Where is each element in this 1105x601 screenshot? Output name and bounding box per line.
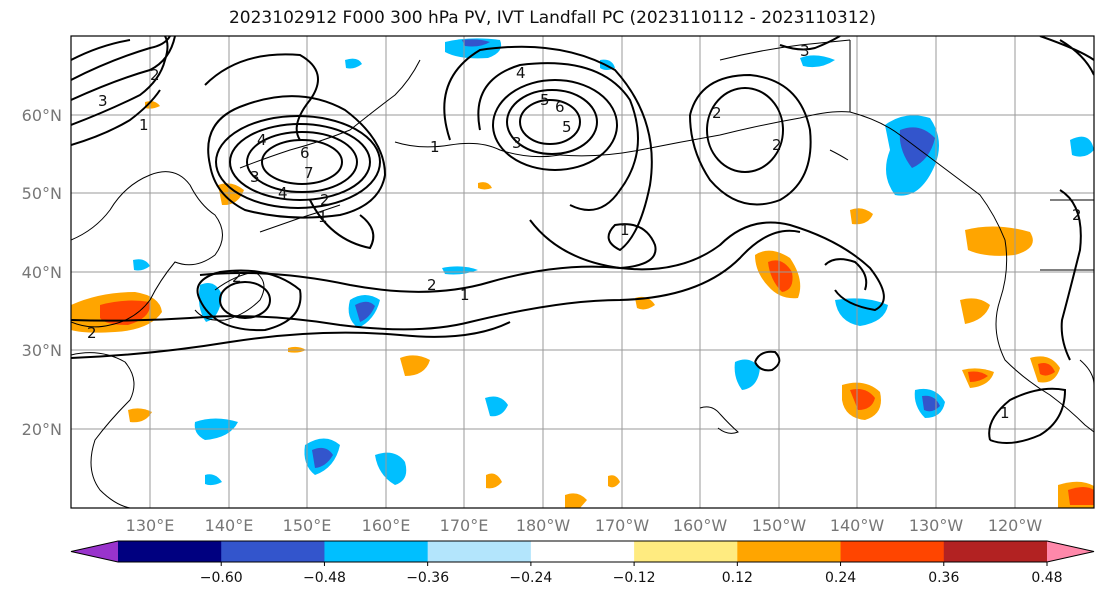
contour-label: 2 bbox=[1072, 206, 1082, 224]
lat-label: 50°N bbox=[22, 184, 62, 203]
neg-patch bbox=[198, 282, 222, 322]
contour-label: 3 bbox=[800, 42, 810, 60]
pos-patch bbox=[128, 408, 152, 423]
lon-label: 160°E bbox=[362, 516, 411, 535]
contour-label: 3 bbox=[98, 92, 108, 110]
pos-patch bbox=[965, 226, 1033, 256]
pos-patch bbox=[635, 296, 655, 310]
colorbar-extend-min bbox=[71, 541, 118, 562]
contour-label: 4 bbox=[516, 64, 526, 82]
lon-label: 140°W bbox=[830, 516, 885, 535]
pos-patch bbox=[565, 493, 587, 508]
contour-label: 3 bbox=[250, 168, 260, 186]
colorbar-segment bbox=[634, 541, 738, 562]
lat-label: 60°N bbox=[22, 106, 62, 125]
colorbar-segment bbox=[427, 541, 532, 562]
colorbar-outline bbox=[70, 540, 1095, 563]
figure-title: 2023102912 F000 300 hPa PV, IVT Landfall… bbox=[228, 8, 876, 28]
colorbar-tick-label: −0.48 bbox=[303, 570, 346, 586]
colorbar-tick-label: 0.48 bbox=[1031, 570, 1062, 586]
lon-label: 170°E bbox=[440, 516, 489, 535]
pos-patch bbox=[478, 182, 492, 190]
colorbar-extend-max bbox=[1047, 541, 1094, 562]
colorbar-tick-label: −0.12 bbox=[613, 570, 656, 586]
colorbar-tick-label: −0.60 bbox=[200, 570, 243, 586]
contour-label: 1 bbox=[460, 286, 470, 304]
contour-label: 6 bbox=[555, 98, 565, 116]
lon-label: 130°W bbox=[909, 516, 964, 535]
contour-label: 2 bbox=[772, 136, 782, 154]
longitude-labels: 130°E 140°E 150°E 160°E 170°E 180°W 170°… bbox=[126, 516, 1043, 535]
lon-label: 180°W bbox=[516, 516, 571, 535]
neg-patch bbox=[375, 452, 407, 485]
pos-patch bbox=[218, 183, 244, 206]
lon-label: 120°W bbox=[988, 516, 1043, 535]
contour-label: 6 bbox=[300, 144, 310, 162]
colorbar-segment bbox=[530, 541, 635, 562]
lat-label: 20°N bbox=[22, 420, 62, 439]
contour-label: 2 bbox=[232, 268, 242, 286]
lon-label: 130°E bbox=[126, 516, 175, 535]
colorbar-segment bbox=[943, 541, 1048, 562]
contour-label: 1 bbox=[139, 116, 149, 134]
pos-patch bbox=[850, 208, 873, 225]
pos-patch bbox=[400, 355, 430, 376]
contour-label: 5 bbox=[540, 91, 550, 109]
contour-label: 1 bbox=[1000, 404, 1010, 422]
contour-label: 1 bbox=[620, 221, 630, 239]
pv-contours bbox=[71, 36, 1094, 445]
contour-label: 2 bbox=[427, 276, 437, 294]
lon-label: 150°W bbox=[752, 516, 807, 535]
lat-label: 30°N bbox=[22, 341, 62, 360]
neg-patch bbox=[734, 359, 760, 390]
colorbar-tick-label: 0.24 bbox=[825, 570, 856, 586]
pos-patch bbox=[960, 298, 990, 324]
neg-patch bbox=[800, 55, 835, 68]
neg-patch bbox=[133, 259, 150, 271]
lon-label: 140°E bbox=[205, 516, 254, 535]
colorbar-segment bbox=[840, 541, 945, 562]
contour-label: 4 bbox=[257, 131, 267, 149]
colorbar-segment bbox=[221, 541, 325, 562]
contour-label: 1 bbox=[318, 208, 328, 226]
neg-patch bbox=[345, 58, 362, 69]
colorbar-tick-label: 0.36 bbox=[928, 570, 959, 586]
colorbar-segment bbox=[118, 541, 222, 562]
contour-label: 2 bbox=[150, 66, 160, 84]
contour-label: 7 bbox=[304, 164, 314, 182]
contour-label: 3 bbox=[512, 134, 522, 152]
pos-patch bbox=[608, 475, 620, 488]
colorbar-segment bbox=[737, 541, 842, 562]
lon-label: 150°E bbox=[283, 516, 332, 535]
colorbar-tick-label: −0.24 bbox=[509, 570, 552, 586]
pos-patch bbox=[486, 473, 502, 489]
contour-label: 5 bbox=[562, 118, 572, 136]
neg-patch bbox=[205, 474, 222, 486]
neg-patch bbox=[485, 396, 508, 417]
colorbar-tick-label: −0.36 bbox=[406, 570, 449, 586]
contour-label: 2 bbox=[87, 324, 97, 342]
contour-label: 1 bbox=[430, 138, 440, 156]
contour-label: 2 bbox=[712, 104, 722, 122]
map-border bbox=[70, 35, 1095, 509]
colorbar: −0.60 −0.48 −0.36 −0.24 −0.12 0.12 0.24 0.36 0.4… bbox=[70, 540, 1095, 586]
colorbar-segment bbox=[324, 541, 429, 562]
neg-patch bbox=[835, 298, 888, 326]
contour-label: 2 bbox=[320, 191, 330, 209]
neg-patch bbox=[1070, 136, 1094, 157]
lon-label: 170°W bbox=[595, 516, 650, 535]
graticule bbox=[71, 36, 1094, 508]
contour-labels: 2 3 1 2 4 6 7 4 3 2 5 1 6 5 4 3 2 3 1 2 bbox=[87, 42, 1082, 422]
contour-label: 4 bbox=[278, 184, 288, 202]
lon-label: 160°W bbox=[673, 516, 728, 535]
latitude-labels: 60°N 50°N 40°N 30°N 20°N bbox=[22, 106, 62, 439]
colorbar-tick-label: 0.12 bbox=[722, 570, 753, 586]
lat-label: 40°N bbox=[22, 263, 62, 282]
